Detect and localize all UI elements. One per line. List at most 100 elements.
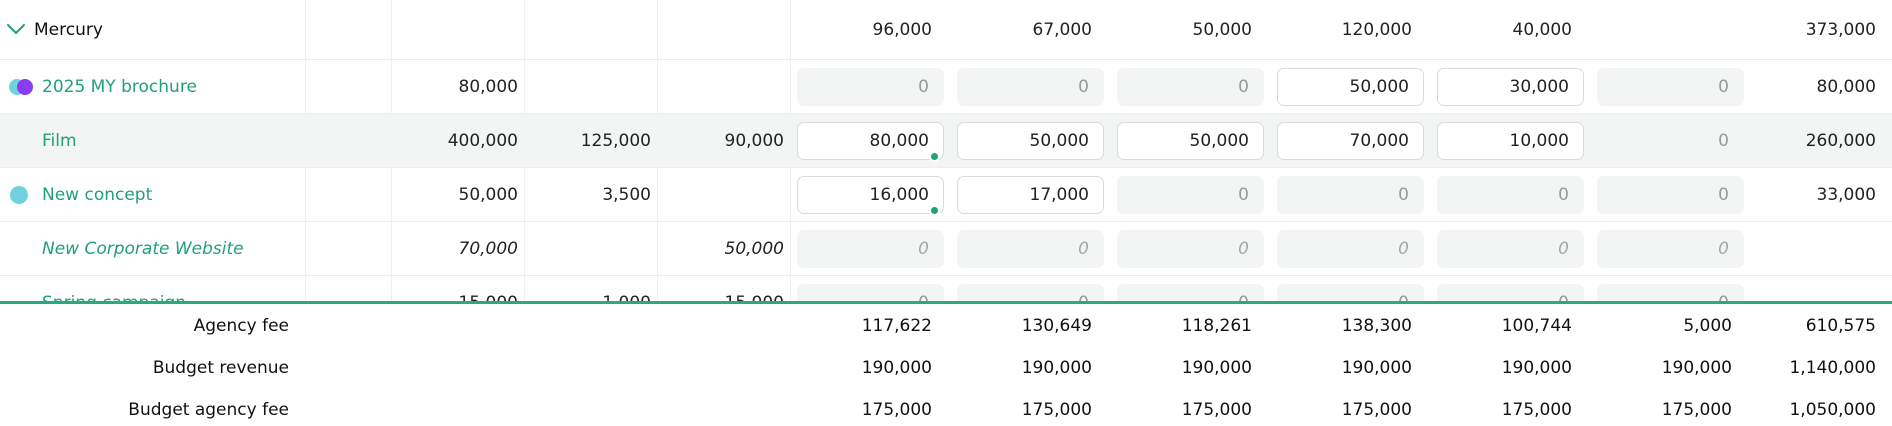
- month-input[interactable]: 50,000: [1277, 68, 1424, 106]
- month-input[interactable]: 0: [1277, 176, 1424, 214]
- group-month-total: 120,000: [1341, 19, 1412, 40]
- summary-value: 175,000: [1341, 400, 1412, 420]
- project-name-link[interactable]: New concept: [42, 184, 153, 205]
- value-cell: [524, 60, 651, 113]
- value-cell: [657, 60, 784, 113]
- month-input[interactable]: 0: [797, 68, 944, 106]
- summary-value: 175,000: [1021, 400, 1092, 420]
- month-input[interactable]: 70,000: [1277, 122, 1424, 160]
- summary-value: 190,000: [1181, 358, 1252, 378]
- summary-row-budget-revenue: Budget revenue 190,000 190,000 190,000 1…: [0, 348, 1892, 388]
- chevron-down-icon[interactable]: [6, 22, 26, 36]
- project-color-icon: [10, 186, 28, 204]
- row-total: [1740, 222, 1876, 275]
- edit-indicator-icon: [929, 151, 940, 162]
- project-name-link[interactable]: Spring campaign: [42, 276, 186, 303]
- group-month-total: 67,000: [1032, 19, 1092, 40]
- summary-label: Budget revenue: [152, 358, 289, 378]
- summary-value: 190,000: [1501, 358, 1572, 378]
- month-value: 16,000: [869, 185, 929, 205]
- row-total: 260,000: [1805, 130, 1876, 151]
- group-row-mercury[interactable]: Mercury 96,000 67,000 50,000 120,000 40,…: [0, 0, 1892, 60]
- summary-value: 175,000: [861, 400, 932, 420]
- month-input[interactable]: 0: [1277, 284, 1424, 302]
- edit-indicator-icon: [929, 205, 940, 216]
- month-input[interactable]: 50,000: [1117, 122, 1264, 160]
- month-input[interactable]: 0: [957, 68, 1104, 106]
- month-input[interactable]: 0: [957, 230, 1104, 268]
- table-row[interactable]: New concept 50,000 3,500 16,000 17,000 0…: [0, 168, 1892, 222]
- month-input[interactable]: 0: [1597, 122, 1744, 160]
- month-input[interactable]: 30,000: [1437, 68, 1584, 106]
- month-input[interactable]: 0: [1597, 176, 1744, 214]
- summary-row-agency-fee: Agency fee 117,622 130,649 118,261 138,3…: [0, 306, 1892, 346]
- month-input[interactable]: 17,000: [957, 176, 1104, 214]
- group-total: 373,000: [1805, 19, 1876, 40]
- summary-value: 130,649: [1021, 316, 1092, 336]
- month-input[interactable]: 0: [1117, 230, 1264, 268]
- month-input[interactable]: 0: [797, 230, 944, 268]
- table-row[interactable]: Spring campaign 15,000 1,000 15,000 0 0 …: [0, 276, 1892, 302]
- month-input[interactable]: 80,000: [797, 122, 944, 162]
- value-cell: [524, 222, 651, 275]
- value-cell: 3,500: [602, 184, 651, 205]
- group-name: Mercury: [34, 19, 103, 40]
- value-cell: 50,000: [724, 238, 784, 259]
- month-input[interactable]: 10,000: [1437, 122, 1584, 160]
- planning-table: Mercury 96,000 67,000 50,000 120,000 40,…: [0, 0, 1892, 302]
- summary-value: 175,000: [1661, 400, 1732, 420]
- summary-total: 1,050,000: [1789, 400, 1876, 420]
- summary-value: 175,000: [1181, 400, 1252, 420]
- month-input[interactable]: 0: [797, 284, 944, 302]
- month-input[interactable]: 0: [1597, 284, 1744, 302]
- row-total: 80,000: [1816, 76, 1876, 97]
- month-input[interactable]: 0: [1437, 284, 1584, 302]
- month-input[interactable]: 0: [1597, 230, 1744, 268]
- project-color-icon: [9, 79, 33, 95]
- project-name-link[interactable]: Film: [42, 130, 77, 151]
- summary-value: 117,622: [861, 316, 932, 336]
- summary-value: 100,744: [1501, 316, 1572, 336]
- month-input[interactable]: 0: [1117, 284, 1264, 302]
- budget-cell: 80,000: [458, 76, 518, 97]
- summary-value: 118,261: [1181, 316, 1252, 336]
- group-month-total: 96,000: [872, 19, 932, 40]
- month-input[interactable]: 0: [1117, 68, 1264, 106]
- summary-value: 190,000: [1021, 358, 1092, 378]
- month-input[interactable]: 0: [1277, 230, 1424, 268]
- table-row[interactable]: 2025 MY brochure 80,000 0 0 0 50,000 30,…: [0, 60, 1892, 114]
- summary-value: 190,000: [1341, 358, 1412, 378]
- value-cell: 1,000: [524, 276, 651, 303]
- budget-cell: 70,000: [458, 238, 518, 259]
- summary-value: 138,300: [1341, 316, 1412, 336]
- summary-row-budget-agency-fee: Budget agency fee 175,000 175,000 175,00…: [0, 390, 1892, 426]
- month-input[interactable]: 0: [1437, 230, 1584, 268]
- group-month-total: 50,000: [1192, 19, 1252, 40]
- month-input[interactable]: 50,000: [957, 122, 1104, 160]
- row-total: 33,000: [1816, 184, 1876, 205]
- summary-total: 610,575: [1805, 316, 1876, 336]
- table-row[interactable]: Film 400,000 125,000 90,000 80,000 50,00…: [0, 114, 1892, 168]
- summary-value: 5,000: [1683, 316, 1732, 336]
- value-cell: 125,000: [580, 130, 651, 151]
- group-month-total: [1590, 0, 1732, 59]
- group-month-total: 40,000: [1512, 19, 1572, 40]
- project-name-link[interactable]: 2025 MY brochure: [42, 76, 197, 97]
- table-row[interactable]: New Corporate Website 70,000 50,000 0 0 …: [0, 222, 1892, 276]
- month-input[interactable]: 16,000: [797, 176, 944, 216]
- month-input[interactable]: 0: [1597, 68, 1744, 106]
- project-name-link[interactable]: New Corporate Website: [42, 238, 244, 259]
- row-total: [1740, 276, 1876, 302]
- month-input[interactable]: 0: [1117, 176, 1264, 214]
- summary-total: 1,140,000: [1789, 358, 1876, 378]
- value-cell: 90,000: [724, 130, 784, 151]
- month-value: 80,000: [869, 131, 929, 151]
- summary-label: Budget agency fee: [128, 400, 289, 420]
- month-input[interactable]: 0: [957, 284, 1104, 302]
- month-input[interactable]: 0: [1437, 176, 1584, 214]
- value-cell: 15,000: [657, 276, 784, 303]
- value-cell: [657, 168, 784, 221]
- summary-value: 190,000: [1661, 358, 1732, 378]
- budget-cell: 50,000: [458, 184, 518, 205]
- summary-value: 175,000: [1501, 400, 1572, 420]
